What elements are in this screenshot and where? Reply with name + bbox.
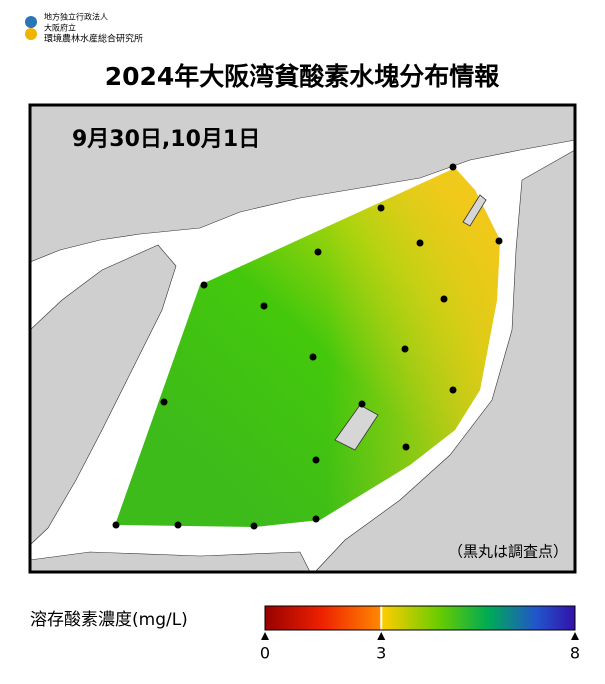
land-awaji bbox=[29, 244, 177, 546]
map-date: 9月30日,10月1日 bbox=[72, 127, 260, 152]
colorbar-tick bbox=[571, 632, 579, 640]
colorbar-tick bbox=[377, 632, 386, 640]
colorbar-tick bbox=[261, 632, 269, 640]
oxygen-area-overlay bbox=[115, 168, 500, 527]
map: 9月30日,10月1日 （黒丸は調査点） bbox=[28, 103, 577, 574]
pier bbox=[462, 194, 487, 227]
colorbar-frame bbox=[264, 605, 576, 631]
colorbar: 0 3 8 bbox=[260, 605, 580, 663]
legend-label: 溶存酸素濃度(mg/L) bbox=[30, 610, 188, 630]
survey-points bbox=[112, 163, 503, 530]
airport-island bbox=[334, 404, 379, 451]
logo bbox=[25, 16, 37, 40]
land-north bbox=[29, 104, 576, 263]
colorbar-tick-label: 0 bbox=[260, 644, 270, 663]
land-south bbox=[29, 551, 311, 573]
org-line: 大阪府立 bbox=[44, 23, 76, 33]
map-note: （黒丸は調査点） bbox=[448, 543, 568, 561]
colorbar-tick-label: 3 bbox=[376, 644, 386, 663]
title: 2024年大阪湾貧酸素水塊分布情報 bbox=[105, 62, 501, 91]
map-frame bbox=[28, 103, 577, 574]
org-line: 地方独立行政法人 bbox=[44, 12, 108, 22]
colorbar-low bbox=[265, 606, 381, 630]
colorbar-tick-label: 8 bbox=[570, 644, 580, 663]
org-line: 環境農林水産総合研究所 bbox=[44, 33, 143, 45]
colorbar-high bbox=[382, 606, 575, 630]
